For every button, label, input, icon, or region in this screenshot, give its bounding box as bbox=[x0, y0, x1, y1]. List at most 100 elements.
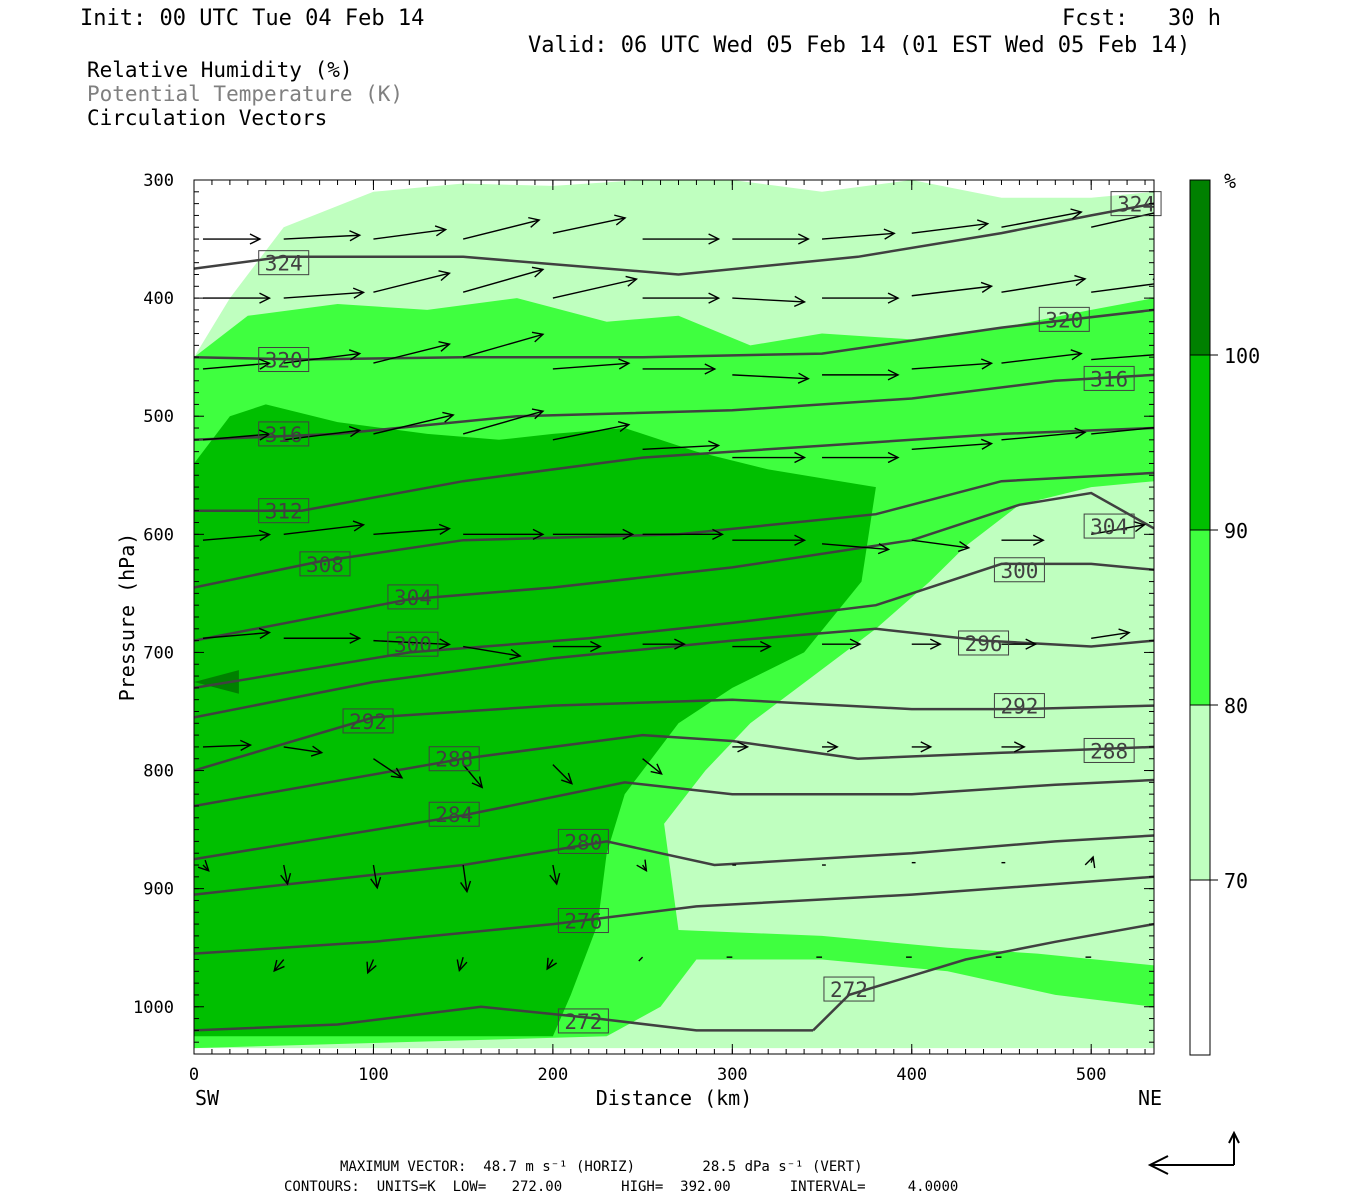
circulation-vector bbox=[822, 638, 862, 650]
circulation-vector bbox=[552, 358, 631, 370]
circulation-vector bbox=[642, 363, 717, 375]
circulation-vector bbox=[552, 528, 635, 540]
circulation-vector bbox=[283, 287, 366, 299]
contour-labels: 324 324 320 320 316 316 312 308 304 304 300 300 296 2… bbox=[258, 191, 1162, 1034]
circulation-vector bbox=[732, 451, 807, 464]
y-tick-label: 600 bbox=[143, 525, 174, 545]
colorbar-level-label: 80 bbox=[1224, 694, 1248, 718]
valid-time: Valid: 06 UTC Wed 05 Feb 14 (01 EST Wed … bbox=[528, 33, 1190, 58]
contour-label-272: 272 bbox=[557, 1008, 609, 1034]
circulation-vector bbox=[373, 523, 452, 536]
circulation-vector bbox=[462, 331, 545, 358]
circulation-vector bbox=[642, 233, 721, 245]
theta-contour-272 bbox=[812, 922, 1154, 1032]
circulation-vector bbox=[462, 764, 484, 789]
circulation-vector bbox=[1084, 855, 1096, 869]
svg-text:300: 300 bbox=[394, 633, 432, 657]
contour-label-316: 316 bbox=[258, 421, 310, 447]
circulation-vector bbox=[911, 219, 990, 234]
circulation-vector bbox=[911, 281, 994, 297]
colorbar-segment bbox=[1189, 354, 1211, 531]
rh-region-90-100 bbox=[194, 404, 876, 1037]
svg-text:320: 320 bbox=[1045, 308, 1083, 332]
circulation-vector bbox=[732, 534, 807, 546]
theta-contour-324 bbox=[194, 202, 1154, 276]
contour-label-300: 300 bbox=[993, 557, 1045, 583]
contour-label-320: 320 bbox=[1038, 306, 1090, 332]
y-tick-label: 1000 bbox=[133, 998, 174, 1018]
circulation-vector bbox=[463, 645, 522, 660]
svg-text:292: 292 bbox=[1000, 695, 1038, 719]
circulation-vector bbox=[1001, 638, 1038, 650]
x-tick-label: 0 bbox=[189, 1065, 199, 1085]
circulation-vector bbox=[366, 959, 377, 975]
theta-contour-304 bbox=[194, 491, 1154, 642]
svg-text:276: 276 bbox=[564, 910, 602, 934]
contour-label-300: 300 bbox=[387, 631, 439, 657]
circulation-vector bbox=[1001, 741, 1026, 753]
contour-label-280: 280 bbox=[557, 828, 609, 854]
x-axis-label: Distance (km) bbox=[596, 1086, 753, 1110]
colorbar-segment bbox=[1189, 879, 1211, 1056]
circulation-vector bbox=[1091, 354, 1154, 361]
circulation-vectors bbox=[197, 208, 1154, 975]
circulation-vector bbox=[821, 228, 896, 240]
circulation-vector bbox=[283, 632, 362, 644]
circulation-vector bbox=[636, 859, 648, 873]
endpoint-right: NE bbox=[1138, 1086, 1162, 1110]
theta-contour-300 bbox=[194, 562, 1154, 690]
circulation-vector bbox=[642, 758, 663, 775]
colorbar-segment bbox=[1189, 179, 1211, 356]
circulation-vector bbox=[373, 270, 451, 293]
contour-label-296: 296 bbox=[958, 630, 1010, 656]
circulation-vector bbox=[462, 216, 541, 240]
circulation-vector bbox=[280, 864, 292, 886]
circulation-vector bbox=[1091, 520, 1146, 536]
endpoint-left: SW bbox=[195, 1086, 220, 1110]
svg-text:272: 272 bbox=[830, 978, 868, 1002]
contour-label-292: 292 bbox=[993, 693, 1045, 719]
x-tick-label: 300 bbox=[717, 1065, 748, 1085]
circulation-vector bbox=[911, 539, 971, 553]
circulation-vector bbox=[283, 520, 366, 536]
circulation-vector bbox=[373, 225, 448, 240]
theta-contours bbox=[194, 202, 1154, 1032]
circulation-vector bbox=[373, 758, 404, 779]
svg-text:292: 292 bbox=[349, 710, 387, 734]
circulation-vector bbox=[1001, 274, 1087, 293]
svg-text:316: 316 bbox=[265, 423, 303, 447]
circulation-vector bbox=[821, 543, 891, 555]
circulation-vector bbox=[462, 408, 545, 435]
svg-text:304: 304 bbox=[394, 586, 432, 610]
circulation-vector bbox=[456, 956, 468, 972]
circulation-vector bbox=[273, 959, 285, 973]
circulation-vector bbox=[552, 275, 639, 299]
y-tick-label: 700 bbox=[143, 643, 174, 663]
colorbar-unit: % bbox=[1224, 169, 1236, 193]
circulation-vector bbox=[732, 741, 750, 753]
contour-label-288: 288 bbox=[1083, 737, 1135, 763]
rh-region-100+ bbox=[194, 670, 239, 694]
svg-text:324: 324 bbox=[1117, 193, 1155, 217]
contour-label-324: 324 bbox=[258, 250, 310, 276]
svg-text:288: 288 bbox=[435, 748, 473, 772]
max-vector-note: MAXIMUM VECTOR: 48.7 m s⁻¹ (HORIZ) 28.5 … bbox=[340, 1159, 863, 1175]
y-axis-label: Pressure (hPa) bbox=[115, 533, 139, 702]
circulation-vector bbox=[1091, 426, 1154, 435]
colorbar-level-label: 70 bbox=[1224, 869, 1248, 893]
x-tick-label: 500 bbox=[1076, 1065, 1107, 1085]
svg-text:316: 316 bbox=[1090, 367, 1128, 391]
circulation-vector bbox=[462, 266, 545, 293]
circulation-vector bbox=[1001, 427, 1087, 441]
circulation-vector bbox=[911, 438, 994, 450]
circulation-vector bbox=[1001, 349, 1083, 364]
svg-text:288: 288 bbox=[1090, 739, 1128, 763]
circulation-vector bbox=[732, 233, 810, 245]
circulation-vector bbox=[638, 956, 644, 962]
svg-text:308: 308 bbox=[306, 553, 344, 577]
svg-text:300: 300 bbox=[1000, 559, 1038, 583]
circulation-vector bbox=[460, 864, 472, 894]
y-tick-label: 500 bbox=[143, 407, 174, 427]
legend-title-vectors: Circulation Vectors bbox=[87, 106, 327, 130]
